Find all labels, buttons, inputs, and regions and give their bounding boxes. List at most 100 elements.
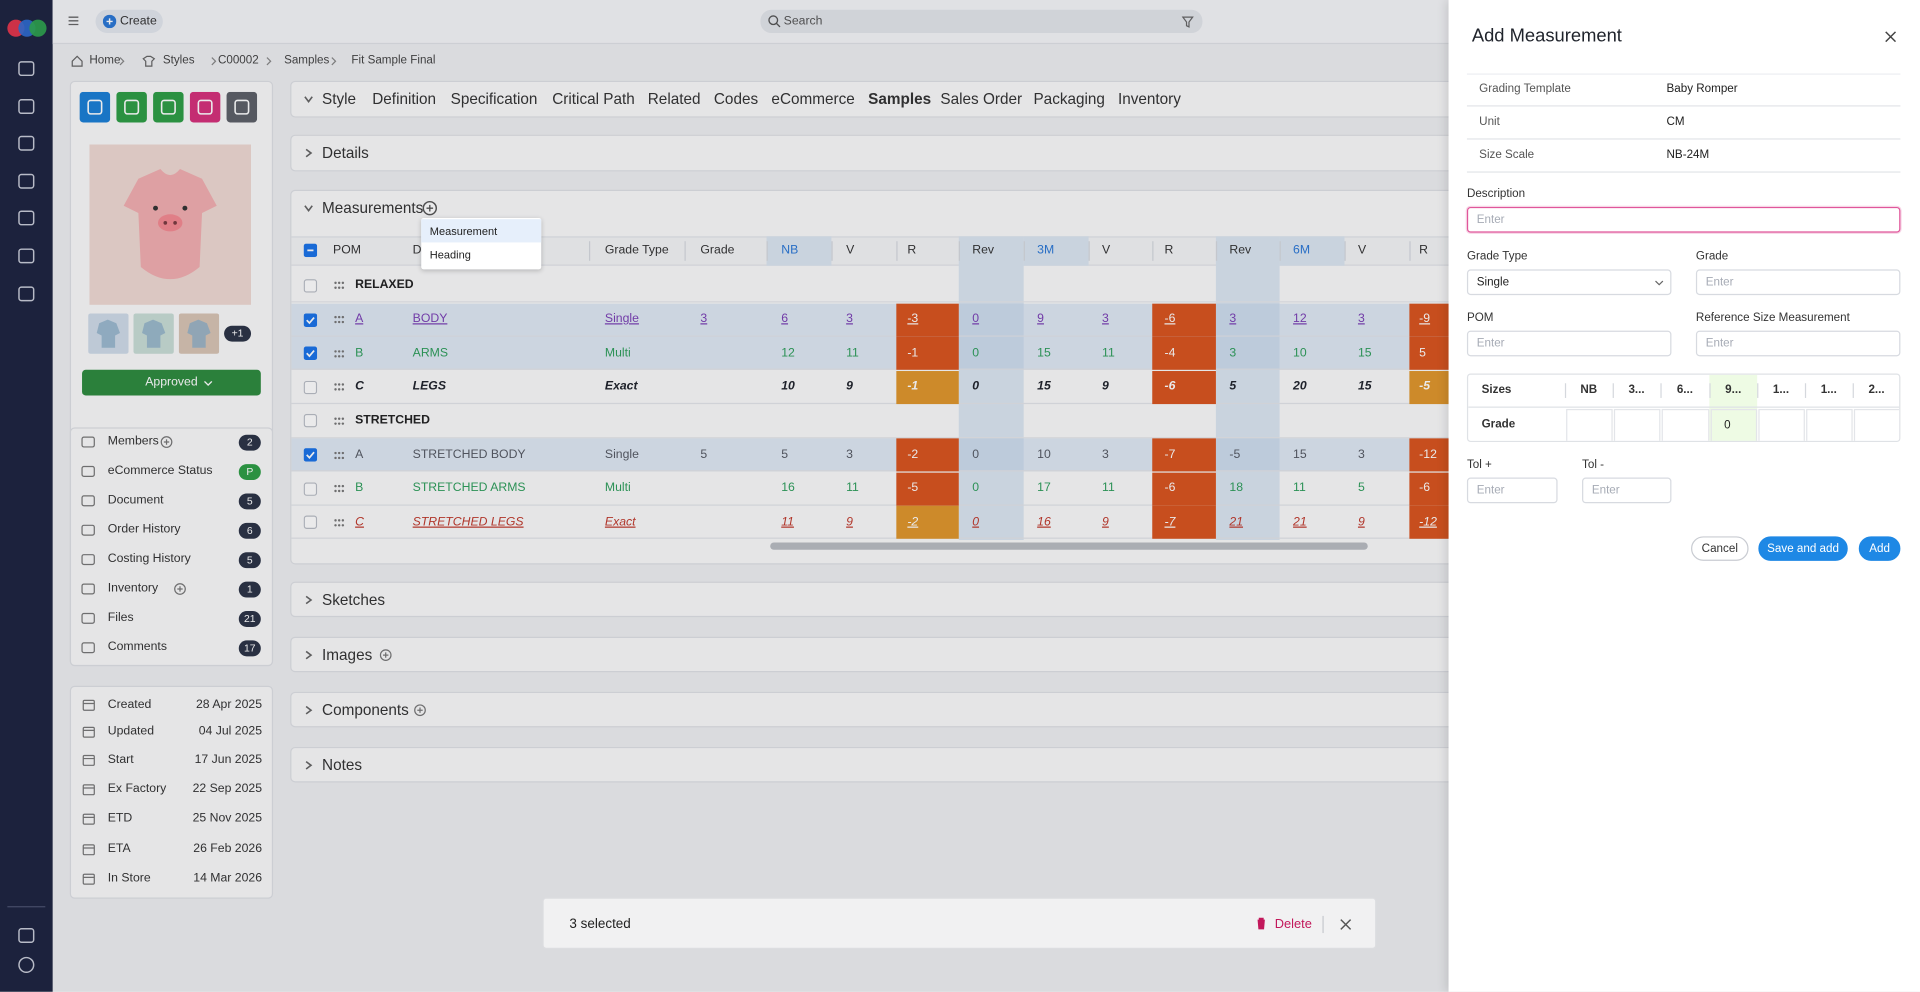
close-drawer[interactable] [1884, 31, 1897, 43]
size-value[interactable]: 20 [1293, 379, 1307, 394]
tolerance-value[interactable]: -2 [907, 514, 919, 529]
drag-handle[interactable] [333, 348, 345, 358]
grade-cell[interactable] [1613, 408, 1661, 441]
add-menu-item[interactable]: Measurement [429, 225, 498, 238]
add-button[interactable]: Add [1858, 536, 1901, 561]
close-selection[interactable] [1340, 918, 1352, 930]
action-icon[interactable] [153, 91, 184, 123]
column-header[interactable]: Rev [972, 243, 995, 258]
size-value[interactable]: 16 [1037, 514, 1051, 529]
size-value[interactable]: 5 [1229, 379, 1237, 394]
menu-item[interactable]: Costing History [107, 552, 191, 566]
chevron[interactable] [302, 93, 314, 105]
nav-icon[interactable] [17, 956, 35, 973]
pom[interactable]: C [355, 379, 364, 394]
size-value[interactable]: 3 [1102, 447, 1109, 462]
tolerance-value[interactable]: -6 [1164, 379, 1176, 394]
menu-toggle[interactable] [67, 15, 79, 27]
size-value[interactable]: 3 [1357, 447, 1365, 462]
tolerance-value[interactable]: 5 [1419, 345, 1426, 360]
size-value[interactable]: 18 [1229, 481, 1244, 495]
description[interactable]: STRETCHED LEGS [412, 514, 524, 529]
column-header[interactable]: V [1357, 243, 1367, 258]
tolerance-value[interactable]: -6 [1419, 481, 1431, 495]
size-value[interactable]: 11 [1102, 345, 1115, 360]
size-value[interactable]: 17 [1037, 481, 1051, 495]
column-header[interactable]: 3M [1037, 243, 1055, 258]
tab[interactable]: Critical Path [552, 90, 635, 108]
tab[interactable]: Specification [450, 90, 538, 108]
size-value[interactable]: 9 [1357, 514, 1365, 529]
add-button[interactable] [174, 583, 187, 595]
size-value[interactable]: 16 [781, 481, 795, 495]
nav-icon[interactable] [17, 927, 35, 944]
description[interactable]: STRETCHED BODY [412, 447, 526, 462]
nav-icon[interactable] [17, 247, 35, 264]
menu-item[interactable]: Comments [107, 640, 167, 654]
size-value[interactable]: 0 [972, 345, 980, 360]
description[interactable]: STRETCHED ARMS [412, 481, 526, 495]
grade-type[interactable]: Exact [604, 379, 638, 394]
tab[interactable]: Sales Order [940, 90, 1023, 108]
action-icon[interactable] [226, 91, 258, 123]
description[interactable]: BODY [412, 312, 448, 326]
add-menu-item[interactable]: Heading [429, 248, 471, 261]
section-title[interactable]: Images [322, 646, 373, 664]
column-header[interactable]: NB [781, 243, 799, 258]
tol-minus-input[interactable]: Enter [1582, 477, 1672, 504]
search-box[interactable]: Search [760, 9, 1203, 34]
column-header[interactable]: V [1102, 243, 1111, 258]
chevron[interactable] [302, 704, 314, 716]
row-checkbox[interactable] [303, 380, 318, 394]
grade-cell[interactable] [1758, 408, 1805, 441]
grade[interactable]: 5 [700, 447, 708, 462]
breadcrumb-item[interactable]: Styles [162, 53, 195, 68]
size-value[interactable]: 11 [846, 345, 859, 360]
modal-backdrop[interactable] [0, 0, 1449, 992]
size-value[interactable]: 5 [781, 447, 789, 462]
chevron[interactable] [302, 147, 314, 159]
create-button[interactable]: Create [95, 9, 163, 34]
tab[interactable]: Definition [372, 90, 437, 108]
row-checkbox[interactable] [303, 346, 318, 361]
pom[interactable]: A [355, 312, 364, 326]
grade-cell[interactable]: 0 [1710, 408, 1758, 441]
size-value[interactable]: 10 [781, 379, 795, 394]
tolerance-value[interactable]: -5 [907, 481, 919, 495]
description[interactable]: ARMS [412, 345, 449, 360]
nav-icon[interactable] [17, 98, 35, 115]
add-measurement-button[interactable] [422, 200, 438, 216]
nav-icon[interactable] [17, 285, 35, 302]
breadcrumb-item[interactable]: C00002 [217, 53, 259, 68]
row-checkbox[interactable] [303, 515, 318, 529]
grade-type[interactable]: Exact [604, 514, 636, 529]
size-value[interactable]: 15 [1357, 345, 1372, 360]
size-value[interactable]: 11 [846, 481, 859, 495]
tolerance-value[interactable]: -2 [907, 447, 919, 462]
nav-icon[interactable] [17, 173, 35, 190]
size-value[interactable]: 11 [1102, 481, 1115, 495]
tolerance-value[interactable]: -7 [1164, 447, 1176, 462]
menu-item[interactable]: Document [107, 493, 164, 507]
nav-icon[interactable] [17, 135, 35, 152]
add-button[interactable] [414, 704, 426, 717]
breadcrumb-item[interactable]: Samples [284, 53, 330, 68]
grade-cell[interactable] [1661, 408, 1710, 441]
column-header[interactable]: 6M [1293, 243, 1311, 258]
size-value[interactable]: 9 [846, 514, 853, 529]
size-value[interactable]: -5 [1229, 447, 1241, 462]
tolerance-value[interactable]: -1 [907, 379, 919, 394]
tab[interactable]: Style [322, 90, 357, 108]
row-checkbox[interactable] [303, 278, 318, 293]
delete-button[interactable]: Delete [1274, 917, 1312, 932]
tolerance-value[interactable]: -4 [1164, 345, 1176, 360]
section-title[interactable]: Details [322, 144, 369, 162]
grade-type[interactable]: Single [604, 447, 639, 462]
drag-handle[interactable] [333, 382, 345, 392]
add-button[interactable] [160, 436, 173, 448]
chevron[interactable] [302, 649, 314, 661]
drag-handle[interactable] [333, 450, 345, 460]
pom[interactable]: A [355, 447, 364, 462]
tolerance-value[interactable]: -9 [1419, 312, 1431, 326]
tab[interactable]: Related [647, 90, 701, 108]
